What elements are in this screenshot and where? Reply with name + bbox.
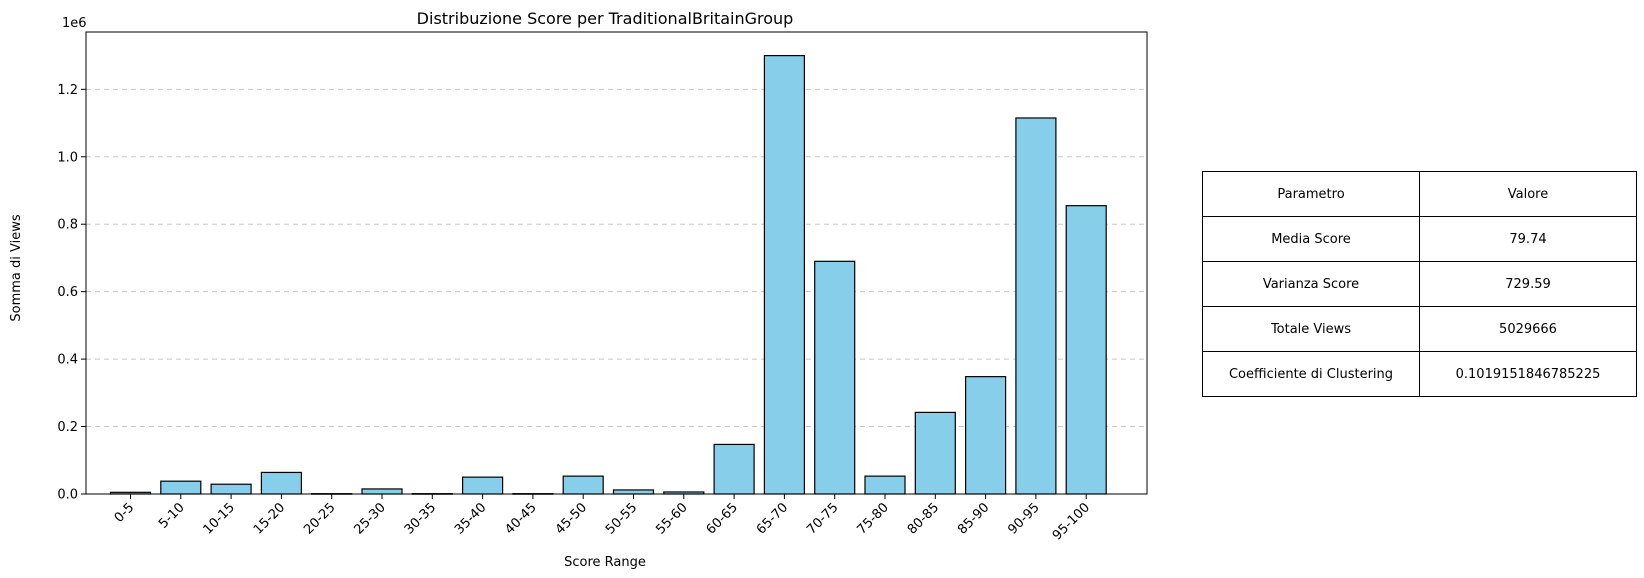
x-tick-label: 35-40 — [452, 500, 489, 537]
x-tick-label: 50-55 — [603, 500, 640, 537]
x-tick-label: 60-65 — [704, 500, 741, 537]
bar-90-95 — [1015, 117, 1057, 495]
x-ticks: 0-5 5-10 10-15 15-20 20-25 25-30 30-35 35-40 40-… — [112, 494, 1093, 543]
y-tick-label: 0.4 — [57, 353, 78, 368]
x-tick-label: 20-25 — [301, 500, 338, 537]
x-tick-label: 95-100 — [1050, 500, 1093, 543]
table-row: Coefficiente di Clustering 0.10191518467… — [1202, 351, 1637, 397]
stats-table: Parametro Valore Media Score 79.74 Varia… — [1202, 171, 1637, 397]
y-tick-label: 0.8 — [57, 218, 78, 233]
y-offset-label: 1e6 — [62, 16, 87, 31]
y-tick-label: 0.6 — [57, 285, 78, 300]
y-tick-label: 1.0 — [57, 150, 78, 165]
bar-60-65 — [713, 443, 755, 495]
bar-50-55 — [612, 489, 655, 495]
x-tick-label: 10-15 — [201, 500, 238, 537]
x-tick-label: 15-20 — [251, 500, 288, 537]
bar-35-40 — [462, 476, 504, 495]
bar-10-15 — [210, 483, 252, 495]
plot-frame — [85, 31, 1148, 495]
y-tick-label: 1.2 — [57, 83, 78, 98]
x-tick-label: 25-30 — [352, 500, 389, 537]
x-tick-label: 65-70 — [754, 500, 791, 537]
table-row: Media Score 79.74 — [1202, 216, 1637, 262]
x-tick-label: 85-90 — [955, 500, 992, 537]
bar-95-100 — [1065, 205, 1107, 495]
bar-15-20 — [260, 471, 302, 495]
grid-lines — [86, 88, 1147, 428]
x-tick-label: 45-50 — [553, 500, 590, 537]
table-header-cell: Parametro — [1202, 171, 1420, 217]
table-row: Totale Views 5029666 — [1202, 306, 1637, 352]
table-cell: Varianza Score — [1202, 261, 1420, 307]
bar-65-70 — [763, 55, 806, 495]
x-tick-label: 75-80 — [855, 500, 892, 537]
chart-title: Distribuzione Score per TraditionalBrita… — [417, 9, 794, 28]
x-tick-label: 70-75 — [804, 500, 841, 537]
x-tick-label: 90-95 — [1005, 500, 1042, 537]
x-tick-label: 55-60 — [653, 500, 690, 537]
table-cell: Coefficiente di Clustering — [1202, 351, 1420, 397]
y-ticks: 0.0 0.2 0.4 0.6 0.8 1.0 1.2 — [57, 83, 86, 503]
x-axis-label: Score Range — [564, 555, 646, 570]
x-tick-label: 30-35 — [402, 500, 439, 537]
y-tick-label: 0.2 — [57, 420, 78, 435]
table-cell: 79.74 — [1419, 216, 1637, 262]
bar-5-10 — [160, 480, 202, 495]
table-cell: Totale Views — [1202, 306, 1420, 352]
y-axis-label: Somma di Views — [9, 214, 24, 321]
bar-45-50 — [562, 475, 604, 495]
y-tick-label: 0.0 — [57, 488, 78, 503]
table-cell: Media Score — [1202, 216, 1420, 262]
x-tick-label: 40-45 — [502, 500, 539, 537]
x-tick-label: 80-85 — [905, 500, 942, 537]
table-header-cell: Valore — [1419, 171, 1637, 217]
x-tick-label: 5-10 — [156, 500, 187, 531]
table-cell: 5029666 — [1419, 306, 1637, 352]
bar-25-30 — [361, 488, 403, 495]
table-header-row: Parametro Valore — [1202, 171, 1637, 217]
table-cell: 0.1019151846785225 — [1419, 351, 1637, 397]
table-cell: 729.59 — [1419, 261, 1637, 307]
bar-80-85 — [914, 411, 956, 495]
bar-85-90 — [964, 376, 1007, 495]
bars — [109, 55, 1107, 495]
table-row: Varianza Score 729.59 — [1202, 261, 1637, 307]
bar-70-75 — [814, 260, 856, 495]
bar-75-80 — [864, 475, 906, 495]
x-tick-label: 0-5 — [112, 500, 138, 526]
